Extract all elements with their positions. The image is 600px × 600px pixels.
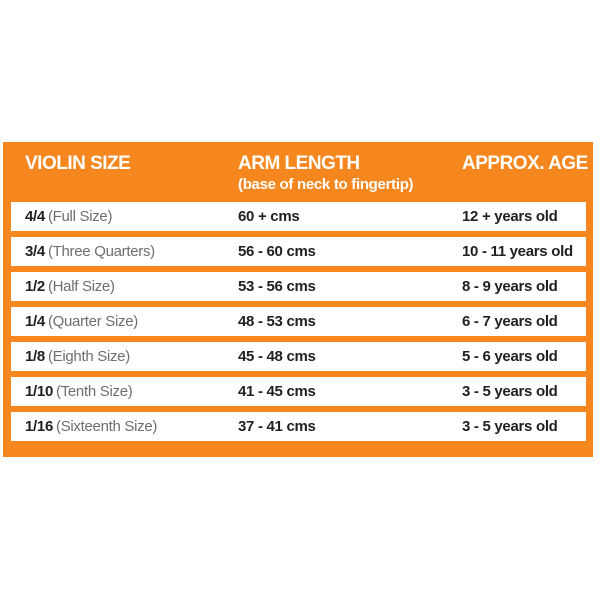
cell-arm-length: 56 - 60 cms [238, 243, 316, 260]
cell-violin-size: 1/10 [25, 383, 53, 400]
header-violin-size: VIOLIN SIZE [25, 153, 131, 174]
table-row: 1/16 (Sixteenth Size) 37 - 41 cms 3 - 5 y… [11, 412, 586, 441]
cell-violin-size: 1/8 [25, 348, 45, 365]
cell-size-note: (Full Size) [47, 208, 113, 225]
table-row: 1/8 (Eighth Size) 45 - 48 cms 5 - 6 years… [11, 342, 586, 371]
cell-approx-age: 3 - 5 years old [462, 383, 558, 400]
cell-approx-age: 10 - 11 years old [462, 243, 573, 260]
violin-size-chart: VIOLIN SIZE ARM LENGTH (base of neck to … [3, 142, 593, 457]
cell-violin-size: 4/4 [25, 208, 45, 225]
cell-size-note: (Eighth Size) [47, 348, 130, 365]
cell-arm-length: 53 - 56 cms [238, 278, 316, 295]
table-header: VIOLIN SIZE ARM LENGTH (base of neck to … [3, 142, 593, 202]
table-row: 1/2 (Half Size) 53 - 56 cms 8 - 9 years o… [11, 272, 586, 301]
header-arm-length: ARM LENGTH [238, 153, 360, 174]
cell-approx-age: 5 - 6 years old [462, 348, 558, 365]
cell-violin-size: 3/4 [25, 243, 45, 260]
header-arm-length-group: ARM LENGTH (base of neck to fingertip) [238, 154, 462, 202]
cell-arm-length: 37 - 41 cms [238, 418, 316, 435]
table-row: 3/4 (Three Quarters) 56 - 60 cms 10 - 11 … [11, 237, 586, 266]
cell-violin-size: 1/2 [25, 278, 45, 295]
cell-approx-age: 3 - 5 years old [462, 418, 558, 435]
cell-size-note: (Quarter Size) [47, 313, 138, 330]
cell-size-note: (Tenth Size) [56, 383, 133, 400]
cell-violin-size: 1/4 [25, 313, 45, 330]
cell-arm-length: 48 - 53 cms [238, 313, 316, 330]
cell-size-note: (Sixteenth Size) [56, 418, 158, 435]
cell-approx-age: 6 - 7 years old [462, 313, 558, 330]
cell-size-note: (Half Size) [47, 278, 115, 295]
cell-violin-size: 1/16 [25, 418, 53, 435]
cell-approx-age: 12 + years old [462, 208, 558, 225]
table-body: 4/4 (Full Size) 60 + cms 12 + years old 3… [3, 202, 593, 441]
header-approx-age: APPROX. AGE [462, 153, 588, 174]
header-arm-length-sub: (base of neck to fingertip) [238, 175, 414, 193]
cell-arm-length: 60 + cms [238, 208, 300, 225]
cell-size-note: (Three Quarters) [47, 243, 155, 260]
table-row: 4/4 (Full Size) 60 + cms 12 + years old [11, 202, 586, 231]
table-row: 1/4 (Quarter Size) 48 - 53 cms 6 - 7 year… [11, 307, 586, 336]
table-row: 1/10 (Tenth Size) 41 - 45 cms 3 - 5 years… [11, 377, 586, 406]
cell-approx-age: 8 - 9 years old [462, 278, 558, 295]
cell-arm-length: 45 - 48 cms [238, 348, 316, 365]
cell-arm-length: 41 - 45 cms [238, 383, 316, 400]
